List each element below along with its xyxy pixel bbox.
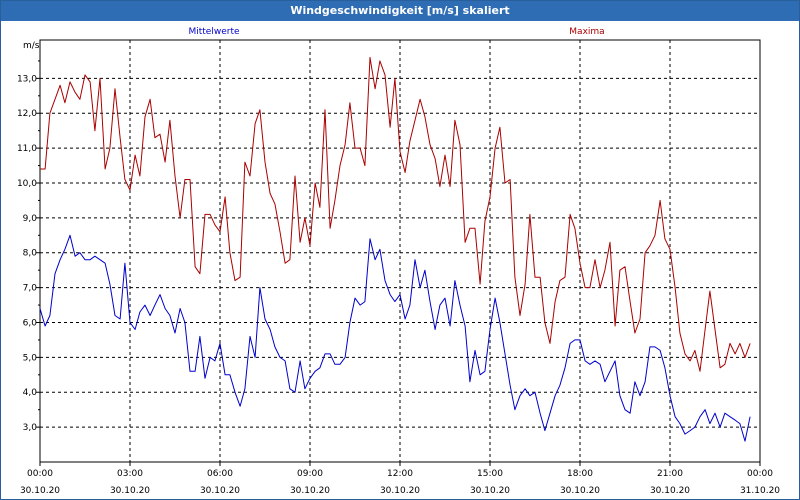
window-title: Windgeschwindigkeit [m/s] skaliert (1, 1, 799, 21)
y-tick-label: 12,0 (17, 109, 37, 119)
x-tick-time: 03:00 (117, 469, 143, 479)
x-tick-time: 06:00 (207, 469, 233, 479)
x-tick-date: 30.10.20 (110, 486, 150, 496)
x-tick-time: 00:00 (27, 469, 53, 479)
series-line-maxima (40, 56, 751, 372)
y-tick-label: 10,0 (17, 179, 37, 189)
x-tick-time: 09:00 (297, 469, 323, 479)
x-tick-date: 30.10.20 (20, 486, 60, 496)
y-tick-label: 7,0 (23, 284, 38, 294)
x-tick-time: 15:00 (477, 469, 503, 479)
x-axis-ticks: 00:00 30.10.20 03:00 30.10.20 06:00 30.10.20 0… (20, 462, 780, 496)
x-tick-time: 00:00 (747, 469, 773, 479)
y-tick-label: 4,0 (23, 388, 38, 398)
y-tick-label: 11,0 (17, 144, 37, 154)
y-tick-label: 9,0 (23, 214, 38, 224)
y-tick-label: 8,0 (23, 249, 38, 259)
y-tick-label: 3,0 (23, 423, 38, 433)
x-tick-date: 30.10.20 (470, 486, 510, 496)
x-tick-time: 18:00 (567, 469, 593, 479)
x-tick-date: 30.10.20 (200, 486, 240, 496)
x-tick-time: 21:00 (657, 469, 683, 479)
legend-maxima: Maxima (569, 27, 604, 37)
y-tick-label: 13,0 (17, 74, 37, 84)
y-tick-label: 6,0 (23, 318, 38, 328)
y-axis-ticks: 3,0 4,0 5,0 6,0 7,0 8,0 9,0 10,0 11,0 12,0 13,0 (17, 60, 40, 433)
x-tick-date: 30.10.20 (290, 486, 330, 496)
legend-mittelwerte: Mittelwerte (188, 27, 239, 37)
x-tick-date: 30.10.20 (650, 486, 690, 496)
series-lines (39, 56, 751, 442)
x-tick-time: 12:00 (387, 469, 413, 479)
y-tick-label: 5,0 (23, 353, 38, 363)
y-axis-label: m/s (23, 41, 40, 51)
x-tick-date: 30.10.20 (560, 486, 600, 496)
x-tick-date: 31.10.20 (740, 486, 780, 496)
x-tick-date: 30.10.20 (380, 486, 420, 496)
series-line-mittelwerte (39, 234, 751, 442)
grid-lines (40, 40, 760, 462)
